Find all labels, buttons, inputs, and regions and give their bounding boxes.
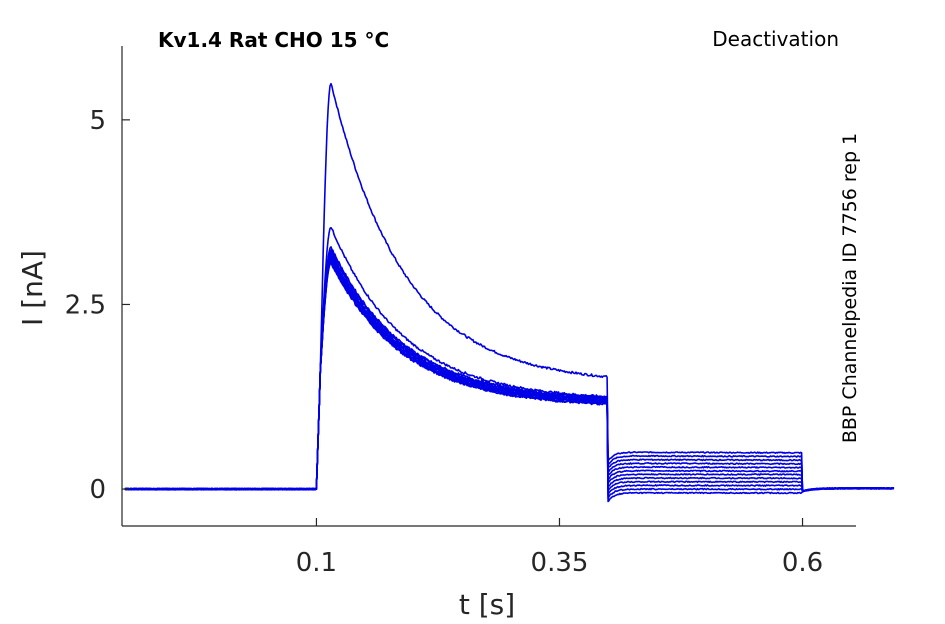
x-tick-label: 0.6 (782, 548, 823, 578)
x-tick-label: 0.35 (531, 548, 589, 578)
current-trace-6 (124, 252, 894, 493)
series-layer (124, 82, 895, 503)
protocol-label: Deactivation (712, 27, 839, 51)
current-trace-5 (124, 249, 894, 492)
y-tick-label: 2.5 (65, 290, 106, 320)
current-trace-3 (124, 246, 894, 493)
chart-title: Kv1.4 Rat CHO 15 °C (158, 28, 389, 52)
y-tick-label: 0 (89, 475, 106, 505)
y-axis-title: I [nA] (16, 250, 49, 326)
current-trace-4 (124, 249, 895, 493)
x-axis-title: t [s] (459, 588, 515, 621)
current-trace-1 (124, 82, 895, 492)
x-tick-label: 0.1 (296, 548, 337, 578)
current-trace-12 (124, 262, 894, 503)
source-id-label: BBP Channelpedia ID 7756 rep 1 (839, 133, 861, 443)
tick-layer: 0.1 0.35 0.6 0 2.5 5 (65, 106, 824, 578)
current-trace-11 (124, 259, 894, 499)
y-tick-label: 5 (89, 106, 106, 136)
